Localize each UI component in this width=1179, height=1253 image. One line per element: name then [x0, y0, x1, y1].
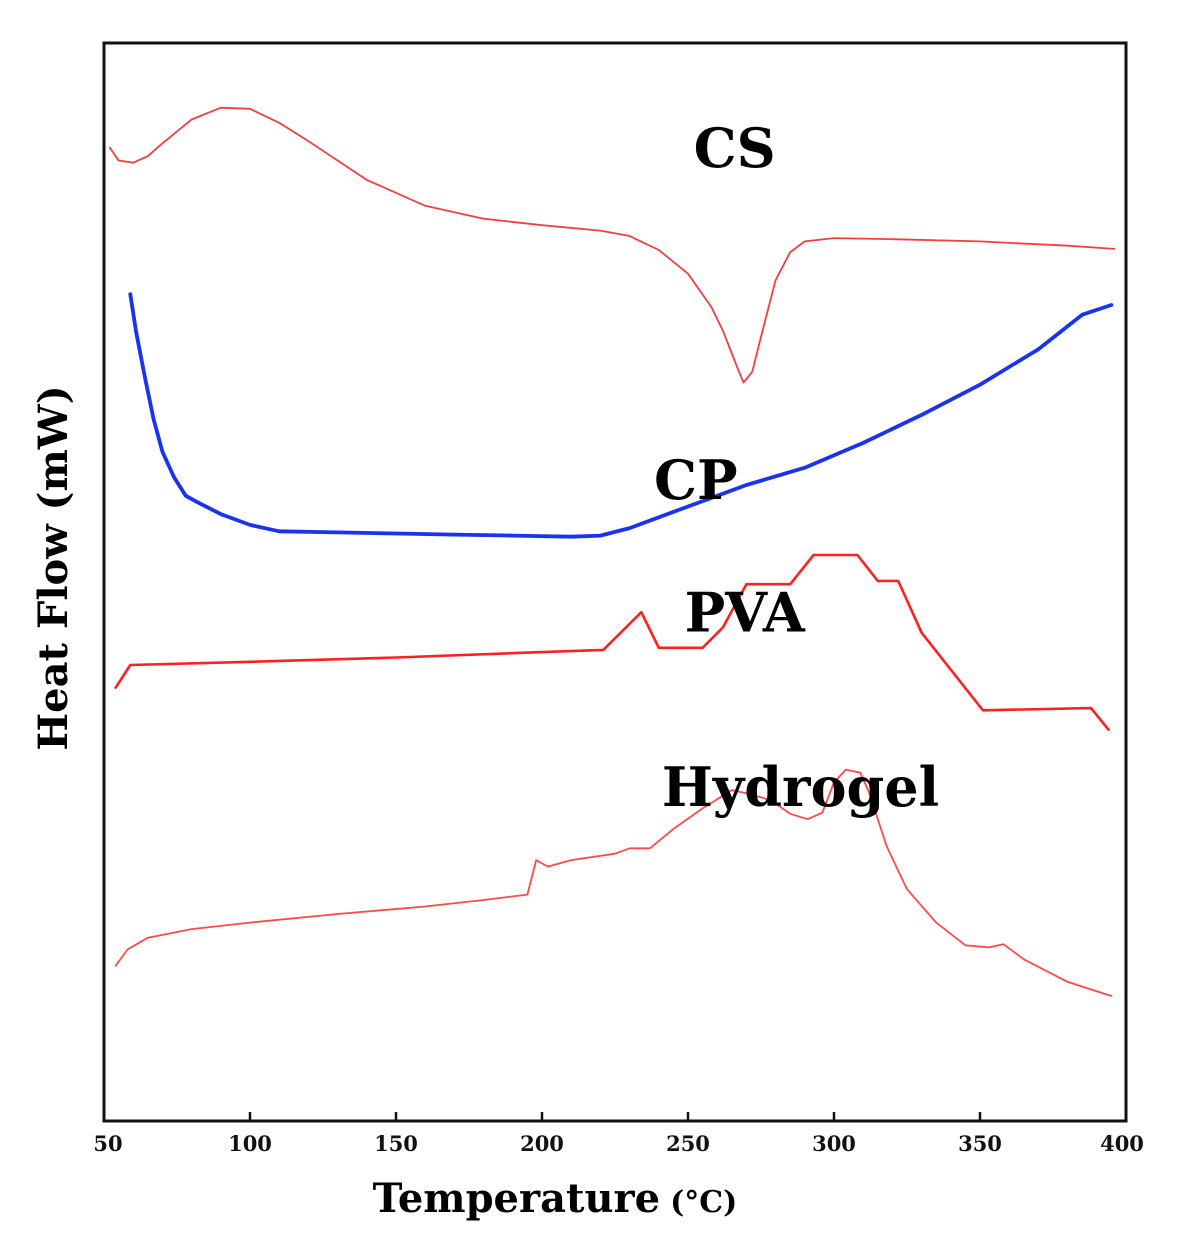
- y-axis-title: Heat Flow (mW): [30, 385, 77, 750]
- plot-frame: [102, 41, 1128, 1123]
- series-line-pva: [114, 553, 1110, 731]
- x-axis-unit: (°C): [670, 1185, 737, 1220]
- x-tick-label: 400: [1100, 1131, 1144, 1156]
- series-line-hydrogel: [114, 768, 1113, 997]
- series-label-cp: CP: [654, 448, 738, 512]
- x-tick-label: 50: [93, 1131, 122, 1156]
- series-label-hydrogel: Hydrogel: [662, 755, 939, 819]
- series-label-cs: CS: [694, 116, 776, 180]
- x-axis-label: Temperature: [373, 1175, 660, 1222]
- x-axis-ticks: 50 100 150 200 250 300 350 400: [93, 1112, 1144, 1156]
- series-layer: [108, 106, 1116, 997]
- series-label-pva: PVA: [685, 581, 806, 645]
- series-labels: CS CP PVA Hydrogel: [654, 116, 939, 819]
- series-line-cp: [128, 292, 1114, 539]
- x-tick-label: 200: [520, 1131, 564, 1156]
- x-tick-label: 150: [374, 1131, 418, 1156]
- x-tick-label: 300: [812, 1131, 856, 1156]
- x-tick-label: 250: [666, 1131, 710, 1156]
- x-tick-label: 100: [228, 1131, 272, 1156]
- x-tick-label: 350: [958, 1131, 1002, 1156]
- series-line-cs: [108, 106, 1116, 384]
- x-axis-title: Temperature (°C): [373, 1175, 738, 1222]
